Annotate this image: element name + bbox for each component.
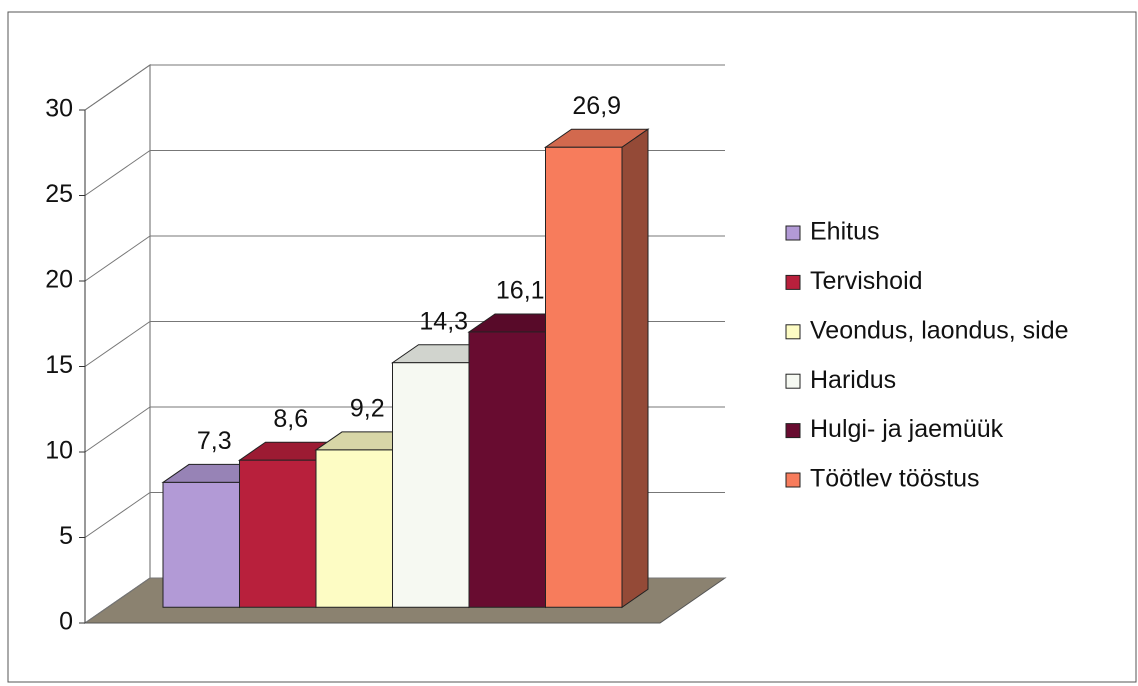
grid-line	[84, 64, 725, 111]
y-tick-label: 30	[45, 95, 73, 123]
legend-label: Töötlev tööstus	[810, 465, 980, 493]
legend-label: Ehitus	[810, 218, 879, 246]
value-label: 16,1	[496, 277, 545, 305]
y-tick-label: 5	[59, 522, 73, 550]
y-tick-label: 25	[45, 180, 73, 208]
legend-swatch	[785, 373, 801, 389]
y-tick-label: 20	[45, 266, 73, 294]
bar	[468, 331, 546, 608]
chart-frame	[7, 11, 1137, 683]
y-tick-label: 15	[45, 351, 73, 379]
legend-swatch	[785, 472, 801, 488]
grid-line	[84, 235, 725, 282]
value-label: 9,2	[350, 395, 385, 423]
value-label: 7,3	[197, 427, 232, 455]
value-label: 8,6	[273, 405, 308, 433]
legend-swatch	[785, 324, 801, 340]
bar	[392, 362, 470, 608]
value-label: 14,3	[419, 307, 468, 335]
grid-line	[84, 150, 725, 196]
legend-label: Tervishoid	[810, 267, 923, 295]
bar	[315, 449, 393, 608]
legend-label: Hulgi- ja jaemüük	[810, 415, 1004, 443]
legend-swatch	[785, 225, 801, 241]
legend-label: Haridus	[810, 366, 896, 394]
legend-label: Veondus, laondus, side	[810, 316, 1069, 344]
bar	[162, 481, 240, 608]
bar	[239, 459, 317, 608]
legend-swatch	[785, 423, 801, 439]
y-tick-label: 0	[59, 608, 73, 636]
value-label: 26,9	[572, 92, 621, 120]
bar	[545, 146, 623, 608]
legend-swatch	[785, 274, 801, 290]
bar-side	[621, 128, 649, 609]
y-tick-label: 10	[45, 437, 73, 465]
